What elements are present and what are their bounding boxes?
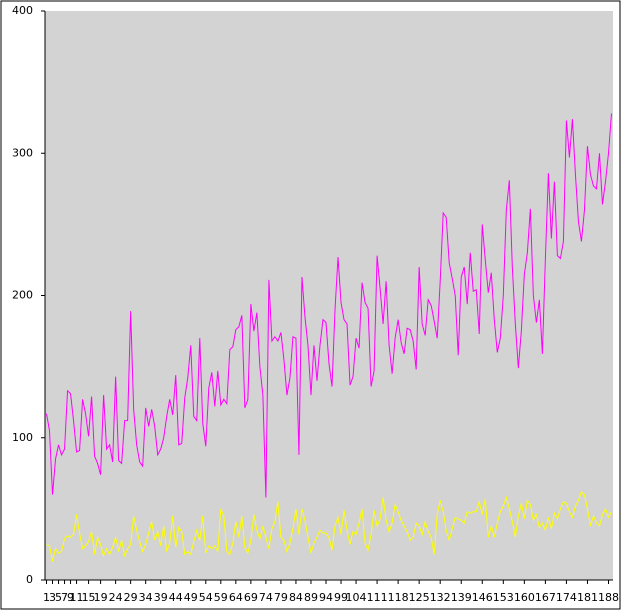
x-tick-label: 7 bbox=[61, 591, 68, 604]
y-tick-label: 100 bbox=[12, 431, 33, 444]
x-tick-label: 11 bbox=[70, 591, 84, 604]
x-tick-label: 34 bbox=[139, 591, 153, 604]
x-tick-label: 132 bbox=[430, 591, 451, 604]
x-tick-label: 153 bbox=[493, 591, 514, 604]
x-tick-label: 29 bbox=[124, 591, 138, 604]
y-tick-label: 200 bbox=[12, 289, 33, 302]
x-tick-label: 3 bbox=[49, 591, 56, 604]
y-tick-label: 0 bbox=[26, 573, 33, 586]
x-tick-label: 69 bbox=[244, 591, 258, 604]
series-line bbox=[46, 113, 612, 498]
x-tick-label: 160 bbox=[514, 591, 535, 604]
x-tick-label: 39 bbox=[154, 591, 168, 604]
x-tick-label: 188 bbox=[598, 591, 619, 604]
x-tick-label: 15 bbox=[82, 591, 96, 604]
x-tick-label: 89 bbox=[304, 591, 318, 604]
x-tick-label: 44 bbox=[169, 591, 183, 604]
x-tick-label: 64 bbox=[229, 591, 243, 604]
x-tick-label: 19 bbox=[94, 591, 108, 604]
x-tick-label: 94 bbox=[319, 591, 333, 604]
x-tick-label: 146 bbox=[472, 591, 493, 604]
x-tick-label: 118 bbox=[388, 591, 409, 604]
x-tick-label: 49 bbox=[184, 591, 198, 604]
x-tick-label: 111 bbox=[367, 591, 388, 604]
x-tick-label: 9 bbox=[67, 591, 74, 604]
x-tick-label: 79 bbox=[274, 591, 288, 604]
plot-area bbox=[45, 11, 613, 580]
x-tick-label: 24 bbox=[109, 591, 123, 604]
x-tick-label: 125 bbox=[409, 591, 430, 604]
series-line bbox=[46, 490, 612, 562]
x-tick-label: 74 bbox=[259, 591, 273, 604]
x-tick-label: 59 bbox=[214, 591, 228, 604]
x-tick-label: 139 bbox=[451, 591, 472, 604]
x-tick-label: 174 bbox=[556, 591, 577, 604]
x-tick-label: 99 bbox=[334, 591, 348, 604]
x-tick-label: 181 bbox=[577, 591, 598, 604]
y-tick-label: 400 bbox=[12, 4, 33, 17]
x-tick-label: 167 bbox=[535, 591, 556, 604]
x-tick-label: 104 bbox=[346, 591, 367, 604]
x-tick-label: 54 bbox=[199, 591, 213, 604]
x-tick-label: 1 bbox=[43, 591, 50, 604]
x-tick-label: 5 bbox=[55, 591, 62, 604]
x-tick-label: 84 bbox=[289, 591, 303, 604]
y-tick-label: 300 bbox=[12, 146, 33, 159]
